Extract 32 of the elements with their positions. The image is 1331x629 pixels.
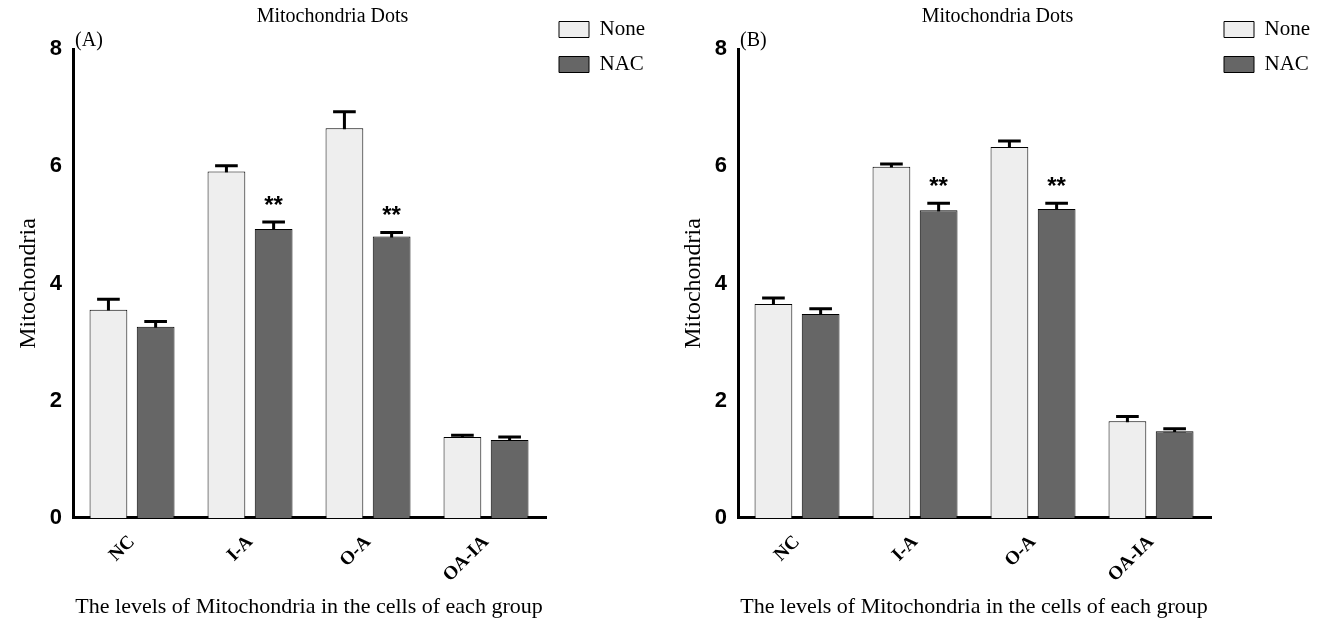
y-tick-label: 2	[49, 386, 63, 412]
data-label: **	[382, 201, 402, 229]
x-tick-label: O-A	[334, 530, 375, 570]
x-tick-label: I-A	[887, 530, 922, 565]
data-label: **	[264, 190, 284, 218]
chart-title: Mitochondria Dots	[921, 4, 1074, 27]
y-tick-label: 0	[49, 503, 63, 529]
y-tick-label: 6	[714, 152, 728, 178]
x-tick-label: NC	[769, 530, 804, 565]
data-label: **	[929, 171, 949, 199]
y-tick-label: 0	[714, 503, 728, 529]
y-axis-title: Mitochondria	[678, 217, 705, 349]
x-tick-label: NC	[104, 530, 139, 565]
legend-label: NAC	[1264, 51, 1309, 76]
legend-label: NAC	[599, 51, 644, 76]
y-tick-label: 8	[714, 35, 728, 61]
x-tick-label: I-A	[222, 530, 257, 565]
data-label: **	[1047, 171, 1067, 199]
y-tick-label: 4	[714, 269, 728, 295]
y-tick-label: 2	[714, 386, 728, 412]
chart-title: Mitochondria Dots	[256, 4, 409, 27]
y-tick-label: 6	[49, 152, 63, 178]
annotation: (B)	[740, 28, 767, 52]
y-axis-title: Mitochondria	[13, 217, 40, 349]
y-tick-label: 8	[49, 35, 63, 61]
x-axis-title: The levels of Mitochondria in the cells of each group	[75, 592, 543, 618]
legend-label: None	[599, 16, 646, 41]
x-tick-label: O-A	[999, 530, 1040, 570]
annotation: (A)	[75, 28, 103, 52]
x-axis-title: The levels of Mitochondria in the cells of each group	[740, 592, 1208, 618]
y-tick-label: 4	[49, 269, 63, 295]
legend-label: None	[1264, 16, 1311, 41]
